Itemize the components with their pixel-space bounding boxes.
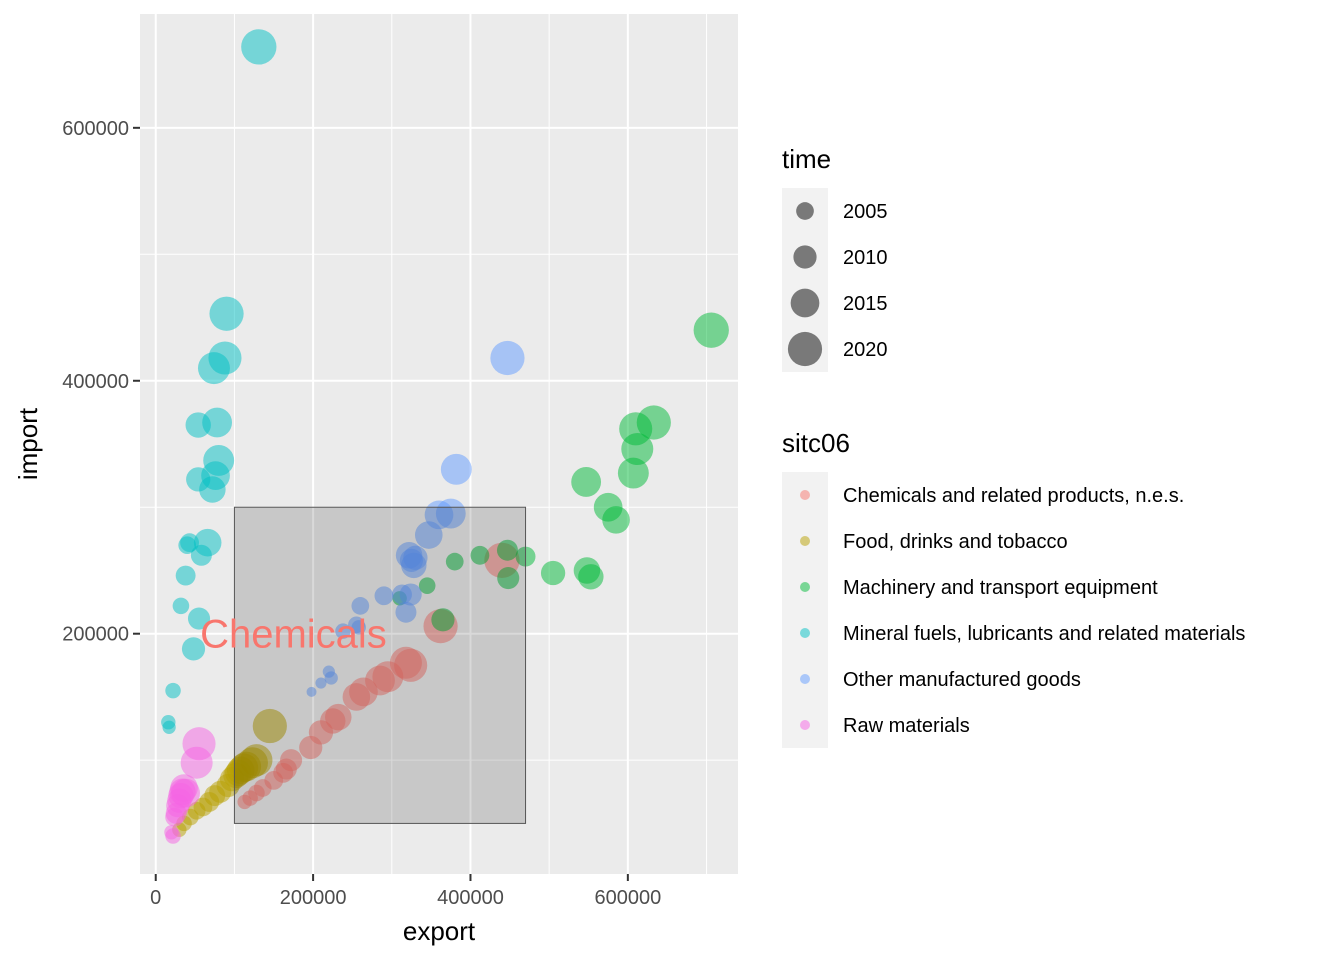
point-series-4-3 bbox=[324, 671, 338, 685]
point-series-3-16 bbox=[203, 444, 235, 476]
point-series-3-8 bbox=[187, 607, 211, 630]
color-legend-label-1: Food, drinks and tobacco bbox=[843, 531, 1068, 553]
point-series-3-20 bbox=[241, 29, 277, 65]
point-series-3-5 bbox=[180, 533, 199, 553]
point-series-2-12 bbox=[593, 492, 623, 522]
x-tick-label-3: 600000 bbox=[594, 887, 661, 909]
point-series-3-18 bbox=[208, 341, 242, 375]
point-series-4-15 bbox=[395, 542, 423, 569]
color-legend-key-3 bbox=[800, 628, 810, 638]
data-points bbox=[161, 29, 729, 844]
point-series-4-20 bbox=[490, 340, 525, 376]
point-series-4-1 bbox=[315, 677, 327, 689]
color-legend-key-5 bbox=[800, 720, 810, 730]
y-axis-title: import bbox=[13, 407, 43, 480]
point-series-2-18 bbox=[693, 312, 729, 348]
size-legend-key-2020 bbox=[787, 331, 823, 367]
color-legend-label-0: Chemicals and related products, n.e.s. bbox=[843, 485, 1184, 507]
point-series-2-10 bbox=[573, 557, 601, 584]
x-tick-label-1: 200000 bbox=[280, 887, 347, 909]
size-legend-key-2015 bbox=[790, 288, 820, 318]
point-series-4-0 bbox=[306, 686, 317, 697]
point-series-2-5 bbox=[496, 539, 518, 561]
point-series-2-13 bbox=[571, 467, 602, 497]
point-series-5-11 bbox=[182, 727, 216, 761]
y-tick-label-1: 400000 bbox=[62, 371, 129, 393]
size-legend-key-2005 bbox=[796, 202, 814, 220]
x-tick-label-0: 0 bbox=[150, 887, 161, 909]
point-series-3-3 bbox=[172, 597, 190, 615]
point-series-3-6 bbox=[175, 565, 196, 586]
point-series-2-7 bbox=[431, 608, 455, 632]
point-series-3-15 bbox=[202, 407, 233, 438]
point-series-0-17 bbox=[394, 648, 428, 682]
x-axis-title: export bbox=[403, 916, 476, 946]
size-legend-key-2010 bbox=[793, 245, 817, 269]
y-tick-label-0: 200000 bbox=[62, 624, 129, 646]
color-legend-key-4 bbox=[800, 674, 810, 684]
size-legend-label-2010: 2010 bbox=[843, 247, 888, 269]
color-legend-label-4: Other manufactured goods bbox=[843, 669, 1081, 691]
point-series-4-11 bbox=[399, 583, 422, 606]
point-series-2-17 bbox=[636, 405, 671, 440]
point-series-4-5 bbox=[335, 623, 351, 639]
size-legend-label-2005: 2005 bbox=[843, 201, 888, 223]
color-legend: sitc06 Chemicals and related products, n… bbox=[782, 428, 1245, 748]
size-legend: time 2005 2010 2015 2020 bbox=[782, 144, 888, 372]
point-series-2-2 bbox=[445, 552, 464, 571]
x-tick-label-2: 400000 bbox=[437, 887, 504, 909]
y-tick-label-2: 600000 bbox=[62, 118, 129, 140]
point-series-0-11 bbox=[325, 703, 352, 731]
point-series-5-1 bbox=[165, 828, 181, 844]
size-legend-title: time bbox=[782, 144, 831, 174]
color-legend-key-background bbox=[782, 472, 828, 748]
size-legend-label-2015: 2015 bbox=[843, 293, 888, 315]
point-series-4-7 bbox=[351, 597, 370, 615]
size-legend-label-2020: 2020 bbox=[843, 339, 888, 361]
point-series-4-8 bbox=[374, 586, 394, 606]
point-series-4-10 bbox=[395, 601, 417, 623]
point-series-1-16 bbox=[240, 744, 273, 777]
x-axis: 0 200000 400000 600000 bbox=[150, 874, 661, 909]
point-series-2-8 bbox=[540, 560, 566, 586]
color-legend-key-0 bbox=[800, 490, 810, 500]
point-series-3-1 bbox=[162, 720, 176, 734]
color-legend-label-2: Machinery and transport equipment bbox=[843, 577, 1158, 599]
point-series-2-3 bbox=[470, 545, 490, 565]
point-series-5-9 bbox=[171, 778, 200, 808]
annotation-label: Chemicals bbox=[200, 613, 387, 657]
annotation-rect bbox=[233, 506, 527, 824]
point-series-2-6 bbox=[497, 567, 520, 590]
point-series-2-1 bbox=[418, 577, 436, 594]
y-axis: 200000 400000 600000 bbox=[62, 118, 140, 646]
point-series-4-6 bbox=[348, 616, 365, 634]
point-series-4-18 bbox=[435, 498, 466, 529]
point-series-3-2 bbox=[165, 682, 181, 699]
point-series-3-9 bbox=[181, 637, 206, 661]
point-series-4-19 bbox=[440, 453, 472, 485]
color-legend-title: sitc06 bbox=[782, 428, 850, 458]
color-legend-label-3: Mineral fuels, lubricants and related ma… bbox=[843, 623, 1245, 645]
color-legend-label-5: Raw materials bbox=[843, 715, 970, 737]
color-legend-key-2 bbox=[800, 582, 810, 592]
point-series-3-13 bbox=[193, 528, 222, 557]
point-series-2-14 bbox=[617, 457, 649, 489]
point-series-1-17 bbox=[252, 708, 287, 744]
color-legend-key-1 bbox=[800, 536, 810, 546]
point-series-3-19 bbox=[209, 296, 244, 331]
point-series-0-7 bbox=[280, 749, 303, 772]
chemicals-annotation: Chemicals bbox=[200, 506, 527, 824]
